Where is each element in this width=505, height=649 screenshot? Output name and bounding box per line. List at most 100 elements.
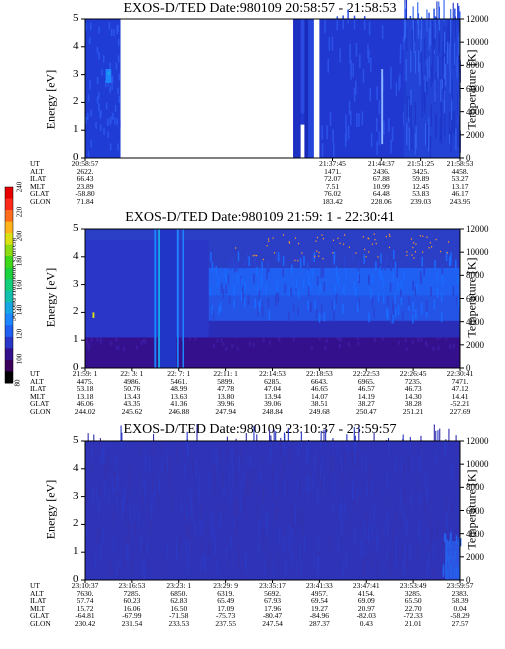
- spectrogram-cell: [408, 127, 410, 150]
- spectrogram-cell: [97, 478, 99, 496]
- panel-3-title: EXOS-D/TED Date:980109 23:10:37 - 23:59:…: [123, 422, 397, 437]
- spectrogram-cell: [234, 262, 236, 273]
- spectrogram-cell: [405, 0, 408, 22]
- spectrogram-cell: [258, 302, 260, 313]
- orbit-row-label: ILAT: [30, 384, 47, 393]
- spectrogram-cell: [262, 258, 264, 261]
- spectrogram-cell: [426, 9, 428, 32]
- spectrogram-cell: [143, 542, 145, 559]
- orbit-value: 12.45: [412, 181, 430, 191]
- spectrogram-cell: [279, 528, 281, 545]
- orbit-row-label: MLT: [30, 603, 46, 613]
- spectrogram-cell: [271, 485, 274, 503]
- spectrogram-cell: [324, 482, 326, 500]
- y-tick-label: 1: [73, 123, 79, 136]
- y2-tick-label: 10000: [466, 459, 489, 470]
- spectrogram-cell: [319, 465, 322, 483]
- spectrogram-cell: [262, 486, 264, 504]
- spectrogram-cell: [266, 245, 268, 247]
- spectrogram-cell: [99, 438, 101, 455]
- spectrogram-cell: [339, 48, 341, 63]
- spectrogram-cell: [164, 462, 166, 480]
- spectrogram-cell: [144, 482, 146, 499]
- spectrogram-cell: [113, 534, 115, 551]
- spectrogram-cell: [106, 462, 108, 480]
- spectrogram-cell: [160, 443, 162, 461]
- orbit-value: 15.72: [76, 603, 94, 613]
- orbit-row-label: ALT: [30, 588, 44, 598]
- spectrogram-cell: [229, 259, 231, 270]
- spectrogram-cell: [414, 286, 417, 297]
- spectrogram-cell: [348, 246, 350, 248]
- spectrogram-cell: [100, 336, 103, 341]
- spectrogram-cell: [160, 229, 177, 368]
- spectrogram-cell: [358, 113, 360, 128]
- spectrogram-cell: [153, 557, 156, 575]
- spectrogram-cell: [257, 482, 259, 500]
- spectrogram-cell: [247, 294, 250, 305]
- orbit-value: 48.99: [170, 384, 188, 393]
- spectrogram-cell: [408, 95, 410, 119]
- orbit-value: 53.27: [451, 174, 469, 183]
- y2-tick-label: 2000: [466, 339, 484, 350]
- spectrogram-cell: [458, 11, 461, 26]
- spectrogram-cell: [291, 548, 293, 566]
- orbit-value: 247.54: [262, 618, 283, 628]
- spectrogram-cell: [343, 451, 345, 468]
- spectrogram-cell: [434, 260, 436, 270]
- y2-tick-label: 10000: [466, 37, 489, 48]
- orbit-value: 244.02: [74, 406, 96, 416]
- y2-tick-label: 4000: [466, 316, 484, 327]
- spectrogram-cell: [307, 448, 309, 465]
- orbit-value: 7.51: [325, 181, 340, 191]
- spectrogram-cell: [98, 52, 100, 60]
- spectrogram-cell: [294, 237, 297, 239]
- spectrogram-cell: [151, 493, 153, 511]
- spectrogram-cell: [341, 457, 343, 474]
- spectrogram-cell: [96, 96, 99, 104]
- spectrogram-cell: [104, 464, 106, 482]
- spectrogram-cell: [419, 234, 421, 237]
- spectrogram-cell: [390, 549, 392, 567]
- spectrogram-cell: [404, 338, 407, 343]
- orbit-value: 38.28: [404, 399, 422, 408]
- spectrogram-cell: [421, 16, 423, 39]
- spectrogram-cell: [175, 544, 178, 561]
- spectrogram-cell: [256, 285, 259, 295]
- spectrogram-cell: [360, 539, 362, 557]
- spectrogram-cell: [380, 260, 383, 271]
- spectrogram-cell: [432, 60, 434, 83]
- spectrogram-cell: [411, 254, 413, 256]
- y-tick-label: 3: [73, 67, 79, 80]
- spectrogram-cell: [89, 83, 91, 90]
- spectrogram-cell: [269, 429, 271, 447]
- spectrogram-cell: [386, 307, 388, 318]
- orbit-value: 22:14:53: [259, 369, 286, 378]
- orbit-value: 14.07: [310, 391, 328, 401]
- spectrogram-cell: [316, 276, 319, 286]
- spectrogram-cell: [410, 126, 412, 149]
- spectrogram-cell: [395, 537, 397, 555]
- spectrogram-cell: [297, 441, 299, 459]
- spectrogram-cell: [90, 457, 92, 475]
- spectrogram-cell: [420, 336, 423, 341]
- orbit-value: -67.99: [122, 611, 142, 620]
- orbit-row-label: ALT: [30, 166, 44, 176]
- orbit-value: -75.73: [215, 611, 236, 620]
- orbit-row-label: GLON: [30, 618, 51, 628]
- spectrogram-cell: [384, 260, 386, 271]
- spectrogram-cell: [353, 427, 355, 444]
- orbit-value: 7630.: [76, 588, 94, 598]
- spectrogram-cell: [378, 131, 381, 146]
- spectrogram-cell: [385, 439, 388, 457]
- spectrogram-cell: [352, 481, 354, 499]
- spectrogram-cell: [100, 545, 102, 562]
- spectrogram-cell: [299, 544, 302, 561]
- orbit-value: 6285.: [264, 376, 281, 386]
- spectrogram-cell: [143, 476, 145, 493]
- spectrogram-cell: [368, 49, 370, 64]
- spectrogram-cell: [199, 468, 201, 486]
- spectrogram-cell: [85, 116, 87, 124]
- spectrogram-cell: [115, 502, 117, 520]
- spectrogram-cell: [402, 501, 404, 519]
